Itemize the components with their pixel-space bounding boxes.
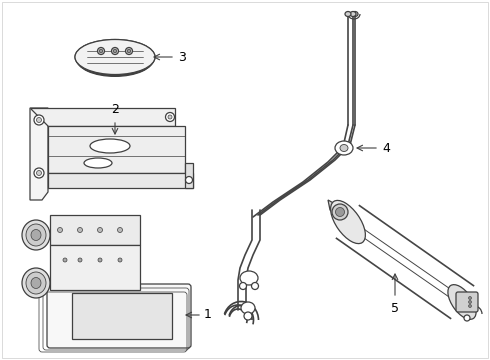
Polygon shape	[48, 126, 185, 173]
Polygon shape	[30, 108, 48, 200]
Ellipse shape	[336, 207, 344, 216]
Polygon shape	[30, 108, 175, 126]
Ellipse shape	[464, 315, 470, 321]
Ellipse shape	[31, 278, 41, 288]
Ellipse shape	[251, 283, 259, 289]
Ellipse shape	[335, 141, 353, 155]
Ellipse shape	[98, 48, 104, 54]
Polygon shape	[185, 163, 193, 188]
Ellipse shape	[468, 301, 471, 303]
Ellipse shape	[352, 12, 358, 17]
Ellipse shape	[22, 220, 50, 250]
Ellipse shape	[78, 258, 82, 262]
Ellipse shape	[186, 176, 193, 184]
FancyBboxPatch shape	[456, 292, 478, 312]
Polygon shape	[48, 173, 193, 188]
Polygon shape	[328, 200, 353, 225]
Ellipse shape	[36, 117, 42, 122]
Ellipse shape	[244, 312, 252, 320]
Ellipse shape	[99, 49, 103, 53]
Ellipse shape	[77, 228, 82, 233]
Ellipse shape	[168, 115, 172, 119]
Bar	[50, 245, 140, 290]
Ellipse shape	[166, 113, 174, 122]
Ellipse shape	[112, 48, 119, 54]
Ellipse shape	[240, 271, 258, 285]
Ellipse shape	[34, 115, 44, 125]
Ellipse shape	[350, 12, 356, 17]
Ellipse shape	[22, 268, 50, 298]
Ellipse shape	[36, 171, 42, 176]
Text: 1: 1	[204, 309, 212, 321]
Ellipse shape	[125, 48, 132, 54]
Text: 4: 4	[382, 141, 390, 154]
Ellipse shape	[345, 12, 351, 17]
Ellipse shape	[31, 230, 41, 240]
Ellipse shape	[26, 224, 46, 246]
Text: 3: 3	[178, 50, 186, 63]
Ellipse shape	[118, 228, 122, 233]
FancyBboxPatch shape	[47, 284, 191, 348]
Ellipse shape	[57, 228, 63, 233]
Ellipse shape	[240, 283, 246, 289]
Ellipse shape	[75, 40, 155, 75]
Ellipse shape	[34, 168, 44, 178]
Bar	[50, 215, 140, 245]
Ellipse shape	[26, 272, 46, 294]
Ellipse shape	[468, 297, 471, 300]
Ellipse shape	[340, 144, 348, 152]
Text: 5: 5	[391, 302, 399, 315]
Ellipse shape	[98, 258, 102, 262]
Ellipse shape	[90, 139, 130, 153]
Ellipse shape	[98, 228, 102, 233]
Ellipse shape	[118, 258, 122, 262]
Ellipse shape	[331, 201, 366, 244]
Ellipse shape	[84, 158, 112, 168]
Ellipse shape	[241, 302, 255, 314]
Text: 2: 2	[111, 103, 119, 116]
Bar	[72, 293, 172, 339]
Ellipse shape	[468, 305, 471, 307]
Ellipse shape	[332, 204, 348, 220]
Ellipse shape	[448, 285, 476, 319]
Ellipse shape	[75, 40, 155, 75]
Ellipse shape	[63, 258, 67, 262]
Ellipse shape	[127, 49, 131, 53]
Ellipse shape	[113, 49, 117, 53]
